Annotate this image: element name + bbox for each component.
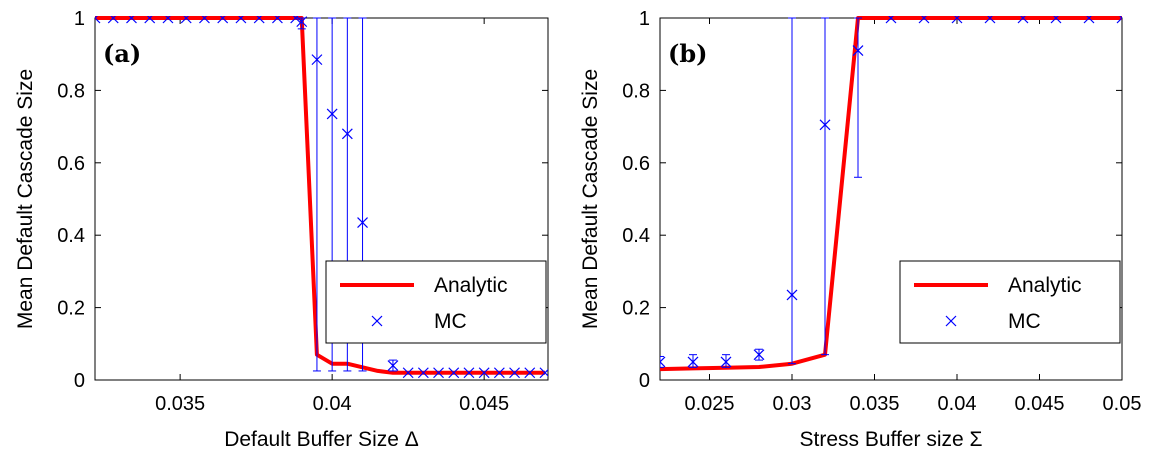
y-tick-label: 1 [74,8,85,30]
chart-panel-b: 0 0.2 0.4 0.6 0.8 1 0.025 0.03 0.035 0.04 0.045 0.0… [579,8,1141,449]
y-tick-label: 0.2 [622,298,650,320]
mc-point-marker [852,45,864,57]
mc-point-marker [918,16,930,24]
mc-point-marker [162,16,174,24]
chart-panel-a: 0 0.2 0.4 0.6 0.8 1 0.035 0.04 0.045 Default Buff… [14,8,549,449]
mc-point-marker [387,360,399,371]
mc-point-marker [753,349,765,361]
x-tick-label: 0.035 [155,393,205,415]
legend-label: MC [1008,310,1041,333]
mc-point-marker [687,356,699,368]
mc-point-marker [357,217,368,228]
x-tick-label: 0.045 [1014,393,1064,415]
mc-point-marker [984,16,996,24]
mc-point-marker [433,367,444,379]
x-axis-title: Stress Buffer size Σ [800,428,983,449]
y-tick-label: 0.6 [57,153,85,175]
y-axis-title: Mean Default Cascade Size [14,69,37,329]
legend-swatch-marker [371,315,383,327]
y-tick-label: 0 [74,370,85,392]
legend-box [899,260,1121,344]
plot-area-frame [94,17,549,381]
legend-label: Analytic [1008,274,1082,297]
mc-point-marker [199,16,210,24]
y-tick-label: 0.8 [622,80,650,102]
x-tick-label: 0.045 [459,393,509,415]
legend-box [325,260,547,344]
mc-point-marker [217,16,229,24]
y-tick-label: 1 [639,8,650,30]
mc-point-marker [417,367,429,379]
mc-point-marker [524,367,536,379]
mc-point-marker [253,16,265,24]
y-tick-label: 0.4 [57,225,85,247]
mc-point-marker [819,119,831,131]
mc-point-marker [951,16,963,24]
mc-point-marker [786,289,798,301]
legend: Analytic MC [899,260,1121,344]
mc-point-marker [478,367,490,379]
legend: Analytic MC [325,260,547,344]
legend-label: MC [434,310,467,333]
mc-point-marker [144,16,156,24]
legend-swatch-marker [945,315,957,327]
y-tick-label: 0.6 [622,153,650,175]
mc-point-marker [1083,16,1095,24]
mc-point-marker [107,16,119,24]
mc-point-marker [290,16,302,24]
mc-point-marker [95,16,101,24]
mc-point-marker [1116,16,1122,24]
mc-point-marker [326,108,338,120]
y-tick-label: 0.2 [57,298,85,320]
mc-point-marker [311,54,323,66]
x-tick-label: 0.03 [773,393,812,415]
x-tick-label: 0.035 [849,393,899,415]
y-tick-label: 0.8 [57,80,85,102]
data-layer [660,16,1122,372]
mc-point-marker [463,367,475,379]
series-line-analytic [95,16,545,375]
x-tick-label: 0.05 [1103,393,1142,415]
y-tick-label: 0 [639,370,650,392]
mc-point-marker [493,367,505,379]
mc-point-marker [341,128,353,140]
mc-point-marker [539,367,548,379]
mc-point-marker [660,356,666,368]
x-tick-label: 0.04 [313,393,352,415]
x-tick-label: 0.04 [938,393,977,415]
mc-point-marker [235,16,247,24]
panel-label: (a) [103,39,141,68]
panel-label: (b) [668,39,708,68]
mc-point-marker [1050,16,1062,24]
y-tick-label: 0.4 [622,225,650,247]
mc-point-marker [885,16,897,24]
mc-point-marker [509,367,520,379]
x-tick-label: 0.025 [684,393,734,415]
mc-point-marker [402,367,414,379]
mc-point-marker [126,16,137,24]
legend-label: Analytic [434,274,508,297]
mc-point-marker [180,16,192,24]
y-axis-title: Mean Default Cascade Size [579,69,602,329]
x-axis-title: Default Buffer Size Δ [224,428,419,449]
mc-point-marker [296,16,308,28]
mc-point-marker [448,367,460,379]
mc-point-marker [271,16,283,24]
mc-point-marker [720,356,732,368]
mc-point-marker [1017,16,1029,24]
